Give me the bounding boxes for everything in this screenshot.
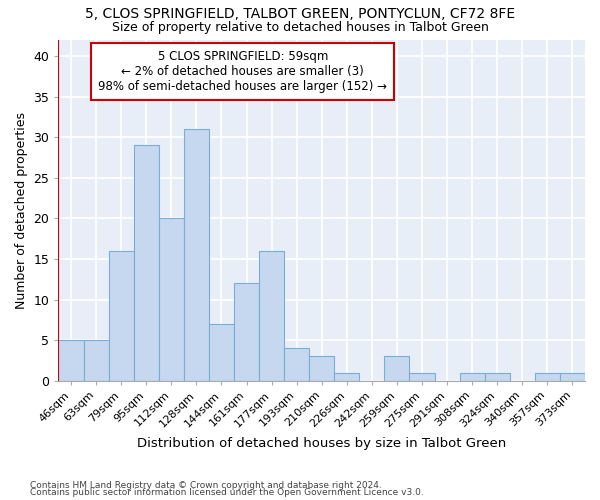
Text: Contains HM Land Registry data © Crown copyright and database right 2024.: Contains HM Land Registry data © Crown c… xyxy=(30,480,382,490)
Bar xyxy=(259,251,284,380)
Bar xyxy=(409,372,434,380)
Bar xyxy=(184,129,209,380)
Text: 5, CLOS SPRINGFIELD, TALBOT GREEN, PONTYCLUN, CF72 8FE: 5, CLOS SPRINGFIELD, TALBOT GREEN, PONTY… xyxy=(85,8,515,22)
Bar xyxy=(83,340,109,380)
Bar xyxy=(560,372,585,380)
Bar xyxy=(58,340,83,380)
Bar xyxy=(159,218,184,380)
Bar xyxy=(535,372,560,380)
Text: Contains public sector information licensed under the Open Government Licence v3: Contains public sector information licen… xyxy=(30,488,424,497)
Y-axis label: Number of detached properties: Number of detached properties xyxy=(15,112,28,309)
Bar xyxy=(134,146,159,380)
Text: Size of property relative to detached houses in Talbot Green: Size of property relative to detached ho… xyxy=(112,21,488,34)
Bar xyxy=(334,372,359,380)
Bar xyxy=(209,324,234,380)
Bar xyxy=(485,372,510,380)
Bar xyxy=(385,356,409,380)
Text: 5 CLOS SPRINGFIELD: 59sqm
← 2% of detached houses are smaller (3)
98% of semi-de: 5 CLOS SPRINGFIELD: 59sqm ← 2% of detach… xyxy=(98,50,387,93)
X-axis label: Distribution of detached houses by size in Talbot Green: Distribution of detached houses by size … xyxy=(137,437,506,450)
Bar xyxy=(234,284,259,380)
Bar xyxy=(109,251,134,380)
Bar xyxy=(460,372,485,380)
Bar xyxy=(309,356,334,380)
Bar xyxy=(284,348,309,380)
